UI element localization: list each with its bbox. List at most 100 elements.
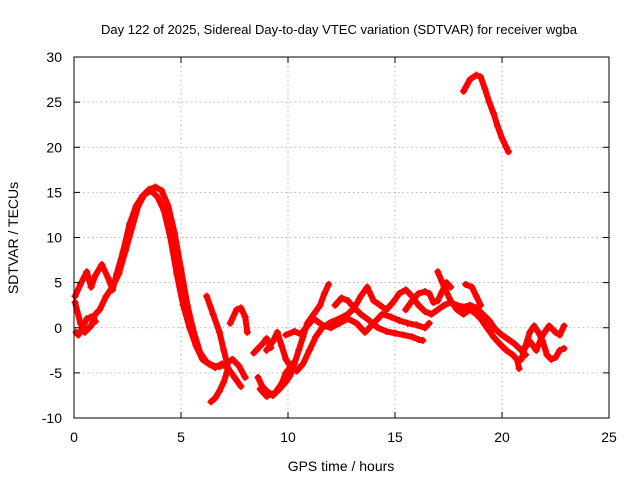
data-point <box>400 331 408 339</box>
data-point <box>504 148 512 156</box>
data-point <box>220 346 228 354</box>
data-point <box>530 322 538 330</box>
data-point <box>286 362 294 370</box>
data-point <box>318 321 326 329</box>
data-point <box>76 280 84 288</box>
data-point <box>79 324 87 332</box>
data-point <box>552 354 559 362</box>
grid <box>74 57 609 418</box>
data-point <box>434 297 442 305</box>
y-tick-label: 25 <box>46 94 62 110</box>
y-tick-label: 0 <box>54 320 62 336</box>
data-point <box>327 324 335 332</box>
data-point <box>489 109 497 117</box>
y-tick-label: 5 <box>54 275 62 291</box>
data-point <box>237 304 245 312</box>
data-point <box>211 363 219 371</box>
data-point <box>543 351 551 359</box>
data-point <box>179 301 187 309</box>
data-point <box>258 340 266 348</box>
data-point <box>350 304 358 312</box>
data-point <box>453 306 461 314</box>
series-track-d <box>203 292 232 406</box>
data-point <box>297 330 305 338</box>
data-point <box>472 304 480 312</box>
data-point <box>87 283 95 291</box>
data-point <box>303 322 311 330</box>
data-point <box>387 313 395 321</box>
data-point <box>263 392 271 400</box>
data-point <box>539 331 547 339</box>
data-point <box>151 183 159 191</box>
data-point <box>421 288 429 296</box>
data-point <box>481 85 489 93</box>
data-point <box>109 283 117 291</box>
data-point <box>419 336 427 344</box>
data-point <box>141 190 149 198</box>
data-point <box>462 280 470 288</box>
data-point <box>173 270 181 278</box>
data-point <box>492 326 500 334</box>
data-point <box>382 306 390 314</box>
data-point <box>254 373 262 381</box>
data-point <box>243 328 251 336</box>
data-point <box>376 301 384 309</box>
data-point <box>560 345 568 353</box>
data-point <box>263 335 271 343</box>
data-point <box>91 310 99 318</box>
data-point <box>83 268 91 276</box>
data-point <box>556 331 564 339</box>
data-point <box>545 322 553 330</box>
data-point <box>211 394 219 402</box>
data-point <box>278 342 286 350</box>
x-tick-label: 5 <box>177 429 185 445</box>
series-track-n <box>462 280 485 309</box>
x-tick-label: 20 <box>494 429 510 445</box>
data-point <box>198 355 206 363</box>
data-point <box>526 328 534 336</box>
data-point <box>361 328 369 336</box>
x-axis-label: GPS time / hours <box>288 458 395 474</box>
data-point <box>517 355 525 363</box>
data-point <box>496 340 504 348</box>
data-point <box>547 355 555 363</box>
data-point <box>282 331 290 339</box>
data-point <box>83 315 91 323</box>
data-point <box>415 289 423 297</box>
data-point <box>263 346 271 354</box>
data-point <box>273 328 281 336</box>
data-point <box>205 360 213 368</box>
series-track <box>72 184 249 381</box>
data-point <box>102 292 110 300</box>
y-tick-label: 30 <box>46 49 62 65</box>
data-point <box>526 337 534 345</box>
y-axis-label: SDTVAR / TECUs <box>5 182 21 294</box>
data-point <box>316 301 324 309</box>
data-point <box>352 319 360 327</box>
data-point <box>91 317 99 325</box>
data-point <box>235 362 243 370</box>
data-point <box>331 301 339 309</box>
data-point <box>459 303 467 311</box>
data-point <box>71 298 79 306</box>
data-point <box>434 268 442 276</box>
data-point <box>278 380 286 388</box>
data-point <box>310 315 318 323</box>
data-point <box>421 308 429 316</box>
data-point <box>216 387 224 395</box>
x-tick-label: 25 <box>601 429 617 445</box>
series-track <box>72 187 244 390</box>
data-point <box>378 310 386 318</box>
series-track-i <box>263 328 298 370</box>
data-point <box>282 355 290 363</box>
data-point <box>87 322 95 330</box>
data-point <box>408 297 416 305</box>
data-point <box>299 360 307 368</box>
y-tick-label: 10 <box>46 230 62 246</box>
data-point <box>556 346 564 354</box>
data-point <box>434 306 442 314</box>
data-point <box>511 340 519 348</box>
data-point <box>233 306 241 314</box>
data-point <box>421 324 429 332</box>
